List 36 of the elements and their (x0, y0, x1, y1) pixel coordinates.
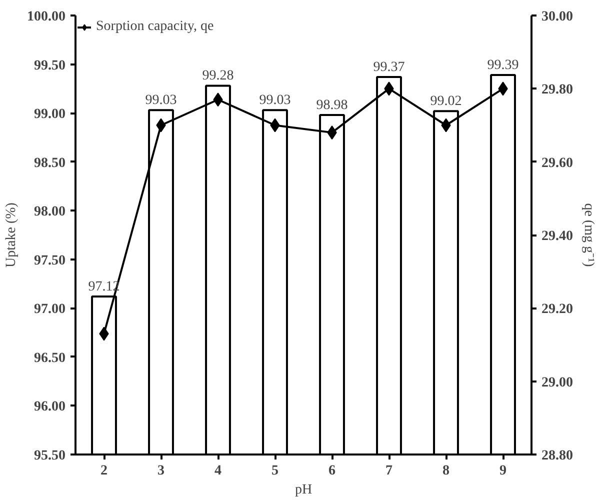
y2-tick-label: 29.60 (542, 156, 573, 171)
y2-axis-title: qe (mg g⁻¹) (581, 203, 596, 268)
y-axis-title: Uptake (%) (4, 202, 19, 268)
data-label: 99.03 (259, 93, 291, 108)
x-tick-label: 6 (328, 464, 336, 478)
data-label: 99.03 (145, 93, 177, 108)
data-label: 99.02 (430, 94, 462, 110)
y2-tick-label: 28.80 (542, 448, 573, 464)
y-tick-label: 96.50 (34, 350, 66, 366)
data-label: 99.37 (373, 60, 405, 75)
data-label: 99.39 (487, 58, 519, 74)
y-tick-label: 99.50 (34, 58, 66, 74)
y2-tick-label: 29.00 (542, 375, 573, 390)
x-axis-title: pH (294, 482, 312, 498)
y2-tick-label: 29.40 (542, 229, 573, 244)
y-tick-label: 100.00 (27, 10, 66, 24)
x-tick-label: 7 (386, 464, 392, 478)
x-tick-label: 8 (442, 464, 450, 478)
y-tick-label: 97.50 (34, 253, 66, 268)
y2-tick-label: 30.00 (542, 10, 573, 24)
y-tick-label: 98.00 (34, 204, 66, 220)
x-tick-label: 5 (272, 464, 278, 478)
legend-label: Sorption capacity, qe (96, 19, 214, 35)
x-tick-label: 9 (500, 464, 506, 478)
y-tick-label: 97.00 (34, 302, 66, 318)
data-label: 98.98 (316, 98, 348, 114)
x-tick-label: 4 (214, 464, 222, 478)
y-tick-label: 99.00 (34, 107, 66, 122)
y-tick-label: 98.50 (34, 156, 66, 171)
x-tick-label: 2 (100, 464, 108, 478)
y2-tick-label: 29.20 (542, 302, 573, 318)
y-tick-label: 96.00 (34, 400, 66, 415)
y2-tick-label: 29.80 (542, 82, 573, 98)
data-label: 99.28 (202, 68, 234, 84)
x-tick-label: 3 (158, 464, 164, 478)
y-tick-label: 95.50 (34, 448, 66, 464)
